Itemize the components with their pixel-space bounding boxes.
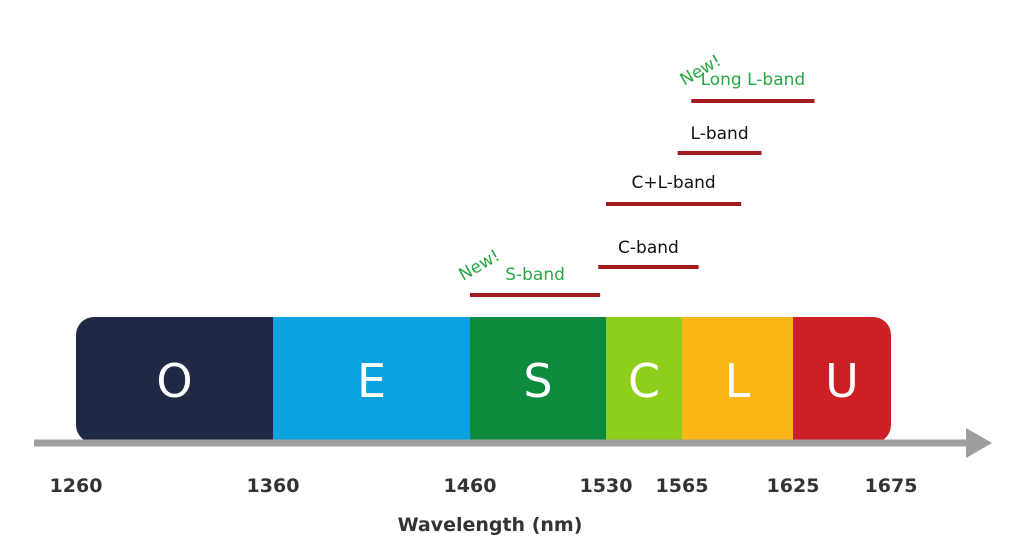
tick-labels: 1260 1360 1460 1530 1565 1625 1675 (50, 475, 918, 497)
band-u-letter: U (825, 354, 859, 408)
tick-label-1260: 1260 (50, 475, 103, 497)
l-band-label: L-band (691, 124, 749, 144)
long-l-band-label: Long L-band (701, 70, 806, 90)
band-e-letter: E (357, 354, 386, 408)
tick-label-1530: 1530 (580, 475, 633, 497)
band-s-letter: S (523, 354, 552, 408)
tick-label-1675: 1675 (865, 475, 918, 497)
wavelength-axis-arrow (34, 428, 992, 458)
band-s-segment (470, 317, 607, 443)
axis-title: Wavelength (nm) (398, 514, 583, 536)
tick-label-1565: 1565 (656, 475, 709, 497)
c-plus-l-band-label: C+L-band (631, 173, 715, 193)
band-o-segment (76, 317, 274, 443)
c-band-label: C-band (618, 238, 679, 258)
s-band-label: S-band (505, 265, 565, 285)
band-e-segment (273, 317, 471, 443)
tick-label-1360: 1360 (247, 475, 300, 497)
band-l-segment (682, 317, 794, 443)
band-c-segment (606, 317, 683, 443)
band-c-letter: C (628, 354, 660, 408)
band-l-letter: L (725, 354, 751, 408)
band-u-segment (793, 317, 891, 443)
s-band-new-tag: New! (455, 246, 503, 285)
band-o-letter: O (156, 354, 192, 408)
tick-label-1625: 1625 (767, 475, 820, 497)
tick-label-1460: 1460 (444, 475, 497, 497)
